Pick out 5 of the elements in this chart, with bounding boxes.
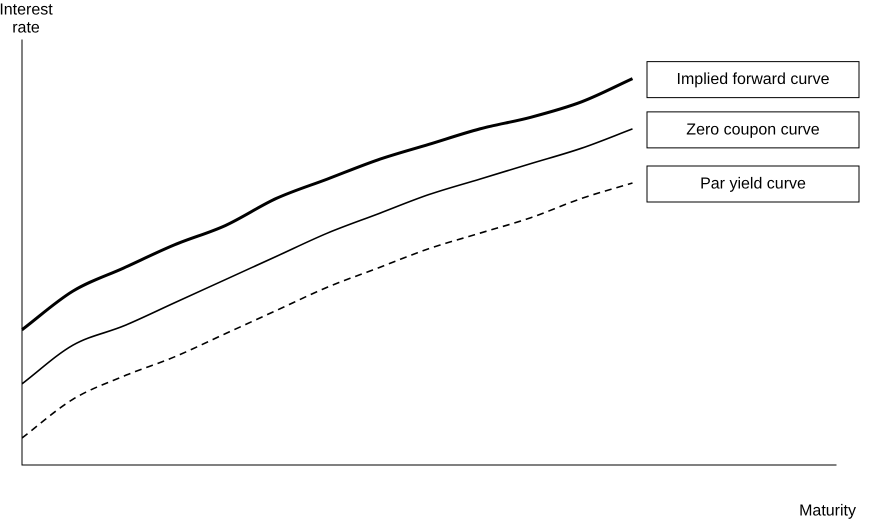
y-axis-title: Interest rate (0, 1, 54, 36)
text: Zero coupon curve (686, 121, 820, 138)
x-axis-title: Maturity (799, 502, 856, 520)
text: Implied forward curve (676, 71, 830, 88)
text: Par yield curve (700, 175, 806, 192)
